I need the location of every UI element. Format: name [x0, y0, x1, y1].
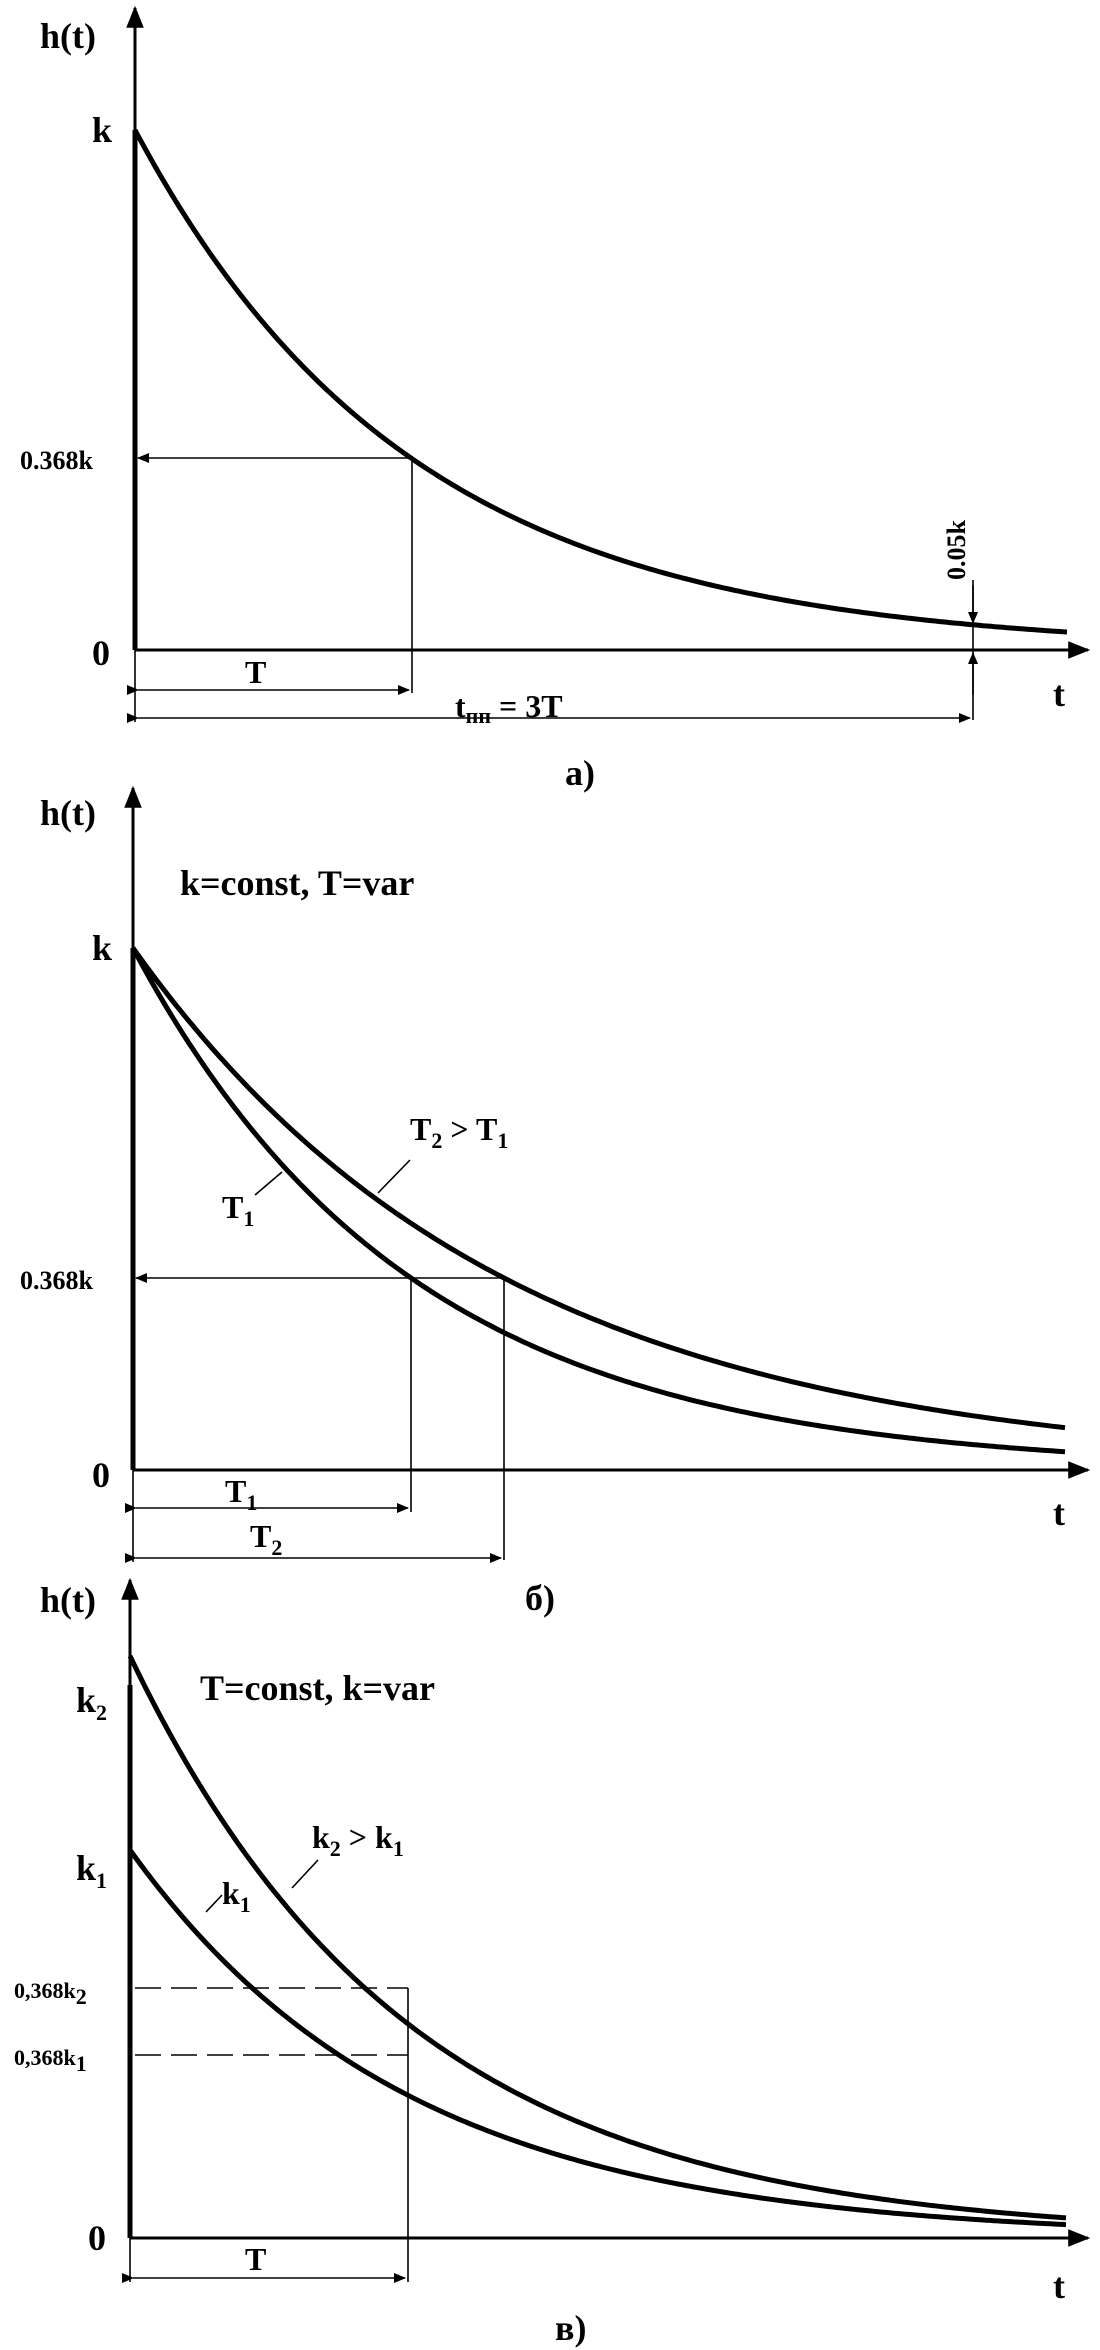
panel-c-legend-k1: k1 [222, 1875, 251, 1917]
panel-b-tick-k: k [92, 928, 112, 968]
panel-c-tick-k1: k1 [76, 1848, 107, 1893]
panel-c-k2-leader [291, 1859, 319, 1889]
panel-a-tick-0: 0 [92, 633, 110, 673]
panel-b-legend-T2gtT1: T2 > T1 [410, 1111, 508, 1153]
panel-c-tick-k2: k2 [76, 1680, 107, 1725]
panel-b: h(t) k=const, T=var k 0.368k 0 t T1 T2 >… [20, 785, 1091, 1618]
panel-a-caption: а) [565, 753, 595, 793]
panel-b-caption: б) [525, 1578, 555, 1618]
panel-b-T2-leader [377, 1159, 411, 1194]
panel-b-curve-T2 [130, 946, 1066, 1431]
panel-c-T-label: T [245, 2241, 266, 2277]
panel-b-tick-0368k: 0.368k [20, 1266, 94, 1295]
panel-a-005k-label: 0.05k [942, 520, 971, 581]
panel-a-tick-k: k [92, 110, 112, 150]
panel-b-T1-label: T1 [225, 1473, 257, 1515]
panel-b-ylabel: h(t) [40, 793, 96, 833]
panel-c-legend-k2gtk1: k2 > k1 [312, 1819, 404, 1861]
panel-b-xlabel: t [1053, 1493, 1065, 1533]
panel-c-condition: T=const, k=var [200, 1668, 435, 1708]
panel-b-T2-label: T2 [250, 1518, 282, 1560]
panel-a-ylabel: h(t) [40, 16, 96, 56]
panel-c: h(t) T=const, k=var k2 k1 0,368k2 0,368k… [14, 1577, 1091, 2348]
panel-a-T-label: T [245, 654, 266, 690]
panel-b-curve-T1 [130, 946, 1066, 1455]
panel-b-tick-0: 0 [92, 1455, 110, 1495]
panel-c-curve-k2 [127, 1654, 1067, 2221]
panel-b-condition: k=const, T=var [180, 863, 414, 903]
panel-c-xlabel: t [1053, 2266, 1065, 2306]
panel-c-tick-0: 0 [88, 2218, 106, 2258]
panel-b-legend-T1: T1 [222, 1189, 254, 1231]
panel-a-tick-0368k: 0.368k [20, 446, 94, 475]
panel-a-xlabel: t [1053, 674, 1065, 714]
panel-c-tick-0368k2: 0,368k2 [14, 1978, 87, 2009]
panel-c-curve-k1 [127, 1848, 1067, 2228]
panel-a-decay-curve [132, 128, 1068, 635]
panel-c-k1-leader [205, 1894, 223, 1913]
panel-a: h(t) k 0.368k 0 t T tпп = 3T 0.05k а) [20, 5, 1091, 793]
panel-c-tick-0368k1: 0,368k1 [14, 2045, 87, 2076]
panel-c-ylabel: h(t) [40, 1580, 96, 1620]
panel-b-T1-leader [254, 1171, 283, 1196]
panel-a-tpp-label: tпп = 3T [455, 688, 563, 728]
panel-c-caption: в) [555, 2308, 586, 2348]
